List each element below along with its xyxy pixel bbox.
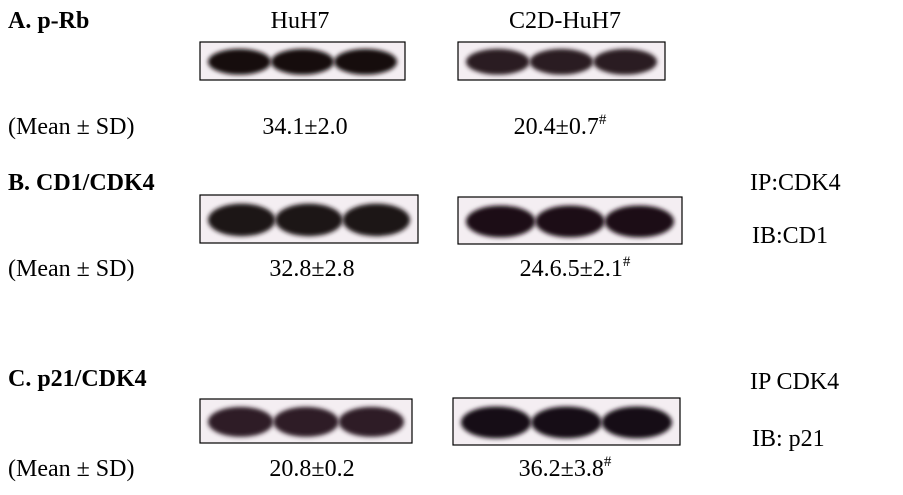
band: [531, 406, 601, 438]
band: [602, 406, 672, 438]
band: [339, 407, 404, 437]
value-text: 34.1±2.0: [262, 114, 347, 140]
column-header: C2D-HuH7: [509, 8, 621, 34]
band: [275, 204, 342, 237]
value: 36.2±3.8#: [519, 454, 612, 482]
band: [208, 49, 271, 75]
band: [466, 205, 535, 237]
value-text: 36.2±3.8: [519, 456, 604, 482]
band: [605, 205, 674, 237]
value: 32.8±2.8: [269, 256, 354, 282]
marker: #: [623, 254, 631, 270]
marker: #: [604, 454, 612, 470]
band: [593, 49, 657, 75]
band: [461, 406, 531, 438]
band: [208, 407, 273, 437]
band: [334, 49, 397, 75]
band: [466, 49, 530, 75]
value-text: 24.6.5±2.1: [520, 256, 623, 282]
row-label: (Mean ± SD): [8, 256, 134, 282]
value-text: 32.8±2.8: [269, 256, 354, 282]
note: IB:CD1: [752, 223, 828, 249]
blot: [200, 399, 412, 443]
blot: [458, 197, 682, 244]
value: 20.4±0.7#: [514, 112, 607, 140]
value: 24.6.5±2.1#: [520, 254, 631, 282]
marker: #: [599, 112, 607, 128]
panel-title: A. p-Rb: [8, 8, 89, 34]
blot: [200, 42, 405, 80]
panel-title: B. CD1/CDK4: [8, 170, 155, 196]
value: 34.1±2.0: [262, 114, 347, 140]
blot: [458, 42, 665, 80]
band: [273, 407, 338, 437]
blot: [453, 398, 680, 445]
note: IB: p21: [752, 426, 825, 452]
band: [271, 49, 334, 75]
band: [530, 49, 594, 75]
row-label: (Mean ± SD): [8, 456, 134, 482]
band: [535, 205, 604, 237]
panel-title: C. p21/CDK4: [8, 366, 147, 392]
row-label: (Mean ± SD): [8, 114, 134, 140]
value: 20.8±0.2: [269, 456, 354, 482]
note: IP CDK4: [750, 369, 839, 395]
value-text: 20.4±0.7: [514, 114, 599, 140]
note: IP:CDK4: [750, 170, 841, 196]
value-text: 20.8±0.2: [269, 456, 354, 482]
band: [208, 204, 275, 237]
band: [343, 204, 410, 237]
figure: HuH7 C2D-HuH7 A. p-Rb (Mean ± SD) 34.1±2.0…: [0, 0, 903, 495]
blot: [200, 195, 418, 243]
column-header: HuH7: [271, 8, 330, 34]
